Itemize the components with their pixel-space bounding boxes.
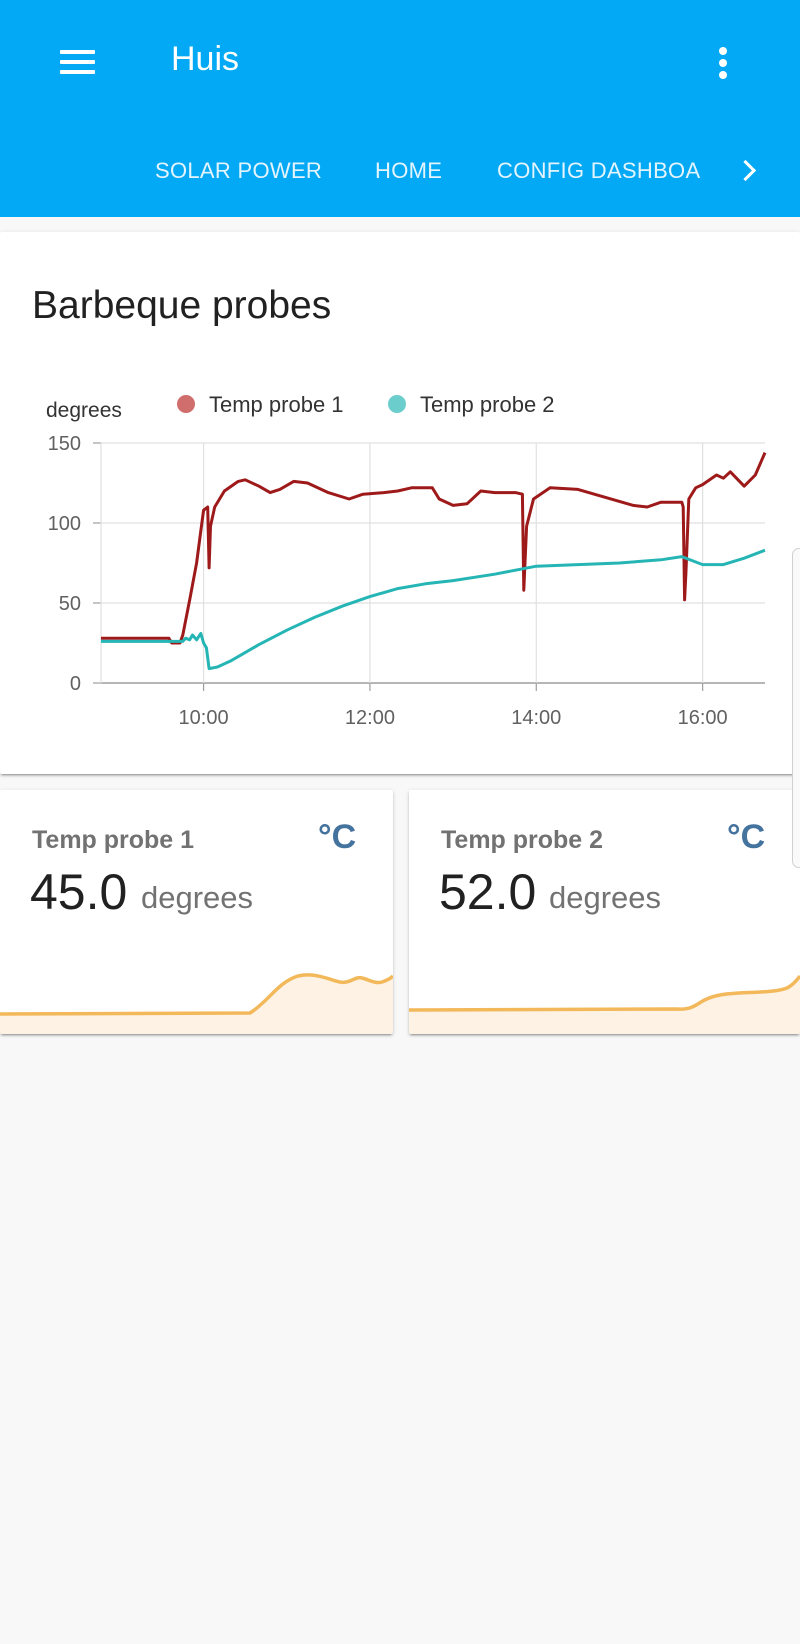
more-vert-icon[interactable]: [708, 44, 738, 84]
sparkline: [0, 973, 393, 1034]
chevron-right-icon[interactable]: [736, 156, 760, 186]
edge-panel-handle[interactable]: [792, 548, 800, 868]
x-tick-label: 12:00: [345, 707, 395, 729]
y-tick-label: 0: [70, 673, 81, 695]
y-tick-label: 100: [48, 513, 81, 535]
sensor-card-probe-1[interactable]: Temp probe 1 °C 45.0 degrees: [0, 790, 393, 1034]
menu-icon[interactable]: [57, 44, 97, 84]
y-axis-label: degrees: [46, 399, 122, 422]
sensor-card-probe-2[interactable]: Temp probe 2 °C 52.0 degrees: [409, 790, 800, 1034]
sensor-name: Temp probe 2: [441, 826, 604, 854]
sensor-unit: degrees: [141, 880, 254, 915]
sensor-unit: degrees: [549, 880, 662, 915]
legend-label: Temp probe 2: [420, 392, 555, 417]
sensor-value: 52.0: [439, 864, 537, 920]
legend-label: Temp probe 1: [209, 392, 344, 417]
sparkline: [409, 974, 800, 1034]
legend-marker: [388, 395, 406, 413]
tab-config-dashboard[interactable]: CONFIG DASHBOA: [497, 158, 701, 183]
card-title: Barbeque probes: [32, 284, 332, 327]
thermometer-celsius-icon: °C: [318, 818, 357, 856]
x-tick-label: 16:00: [678, 707, 728, 729]
tab-bar: SOLAR POWER HOME CONFIG DASHBOA: [130, 150, 702, 192]
history-graph-card: Barbeque probes 0 50 100 150 10:00 12:00 14:00…: [0, 232, 800, 774]
line-chart: 0 50 100 150 10:00 12:00 14:00 16:00 degrees Temp…: [46, 392, 767, 729]
legend-marker: [177, 395, 195, 413]
y-tick-label: 50: [59, 593, 81, 615]
series-line: [101, 548, 766, 671]
sensor-value: 45.0: [30, 864, 128, 920]
app-header: Huis SOLAR POWER HOME CONFIG DASHBOA: [0, 0, 800, 217]
y-tick-label: 150: [48, 433, 81, 455]
tab-solar-power[interactable]: SOLAR POWER: [155, 158, 323, 183]
app-title: Huis: [171, 40, 240, 78]
sensor-name: Temp probe 1: [32, 826, 195, 854]
tab-home[interactable]: HOME: [375, 158, 443, 183]
x-tick-label: 10:00: [179, 707, 229, 729]
series-line: [101, 452, 767, 645]
thermometer-celsius-icon: °C: [727, 818, 766, 856]
x-tick-label: 14:00: [511, 707, 561, 729]
